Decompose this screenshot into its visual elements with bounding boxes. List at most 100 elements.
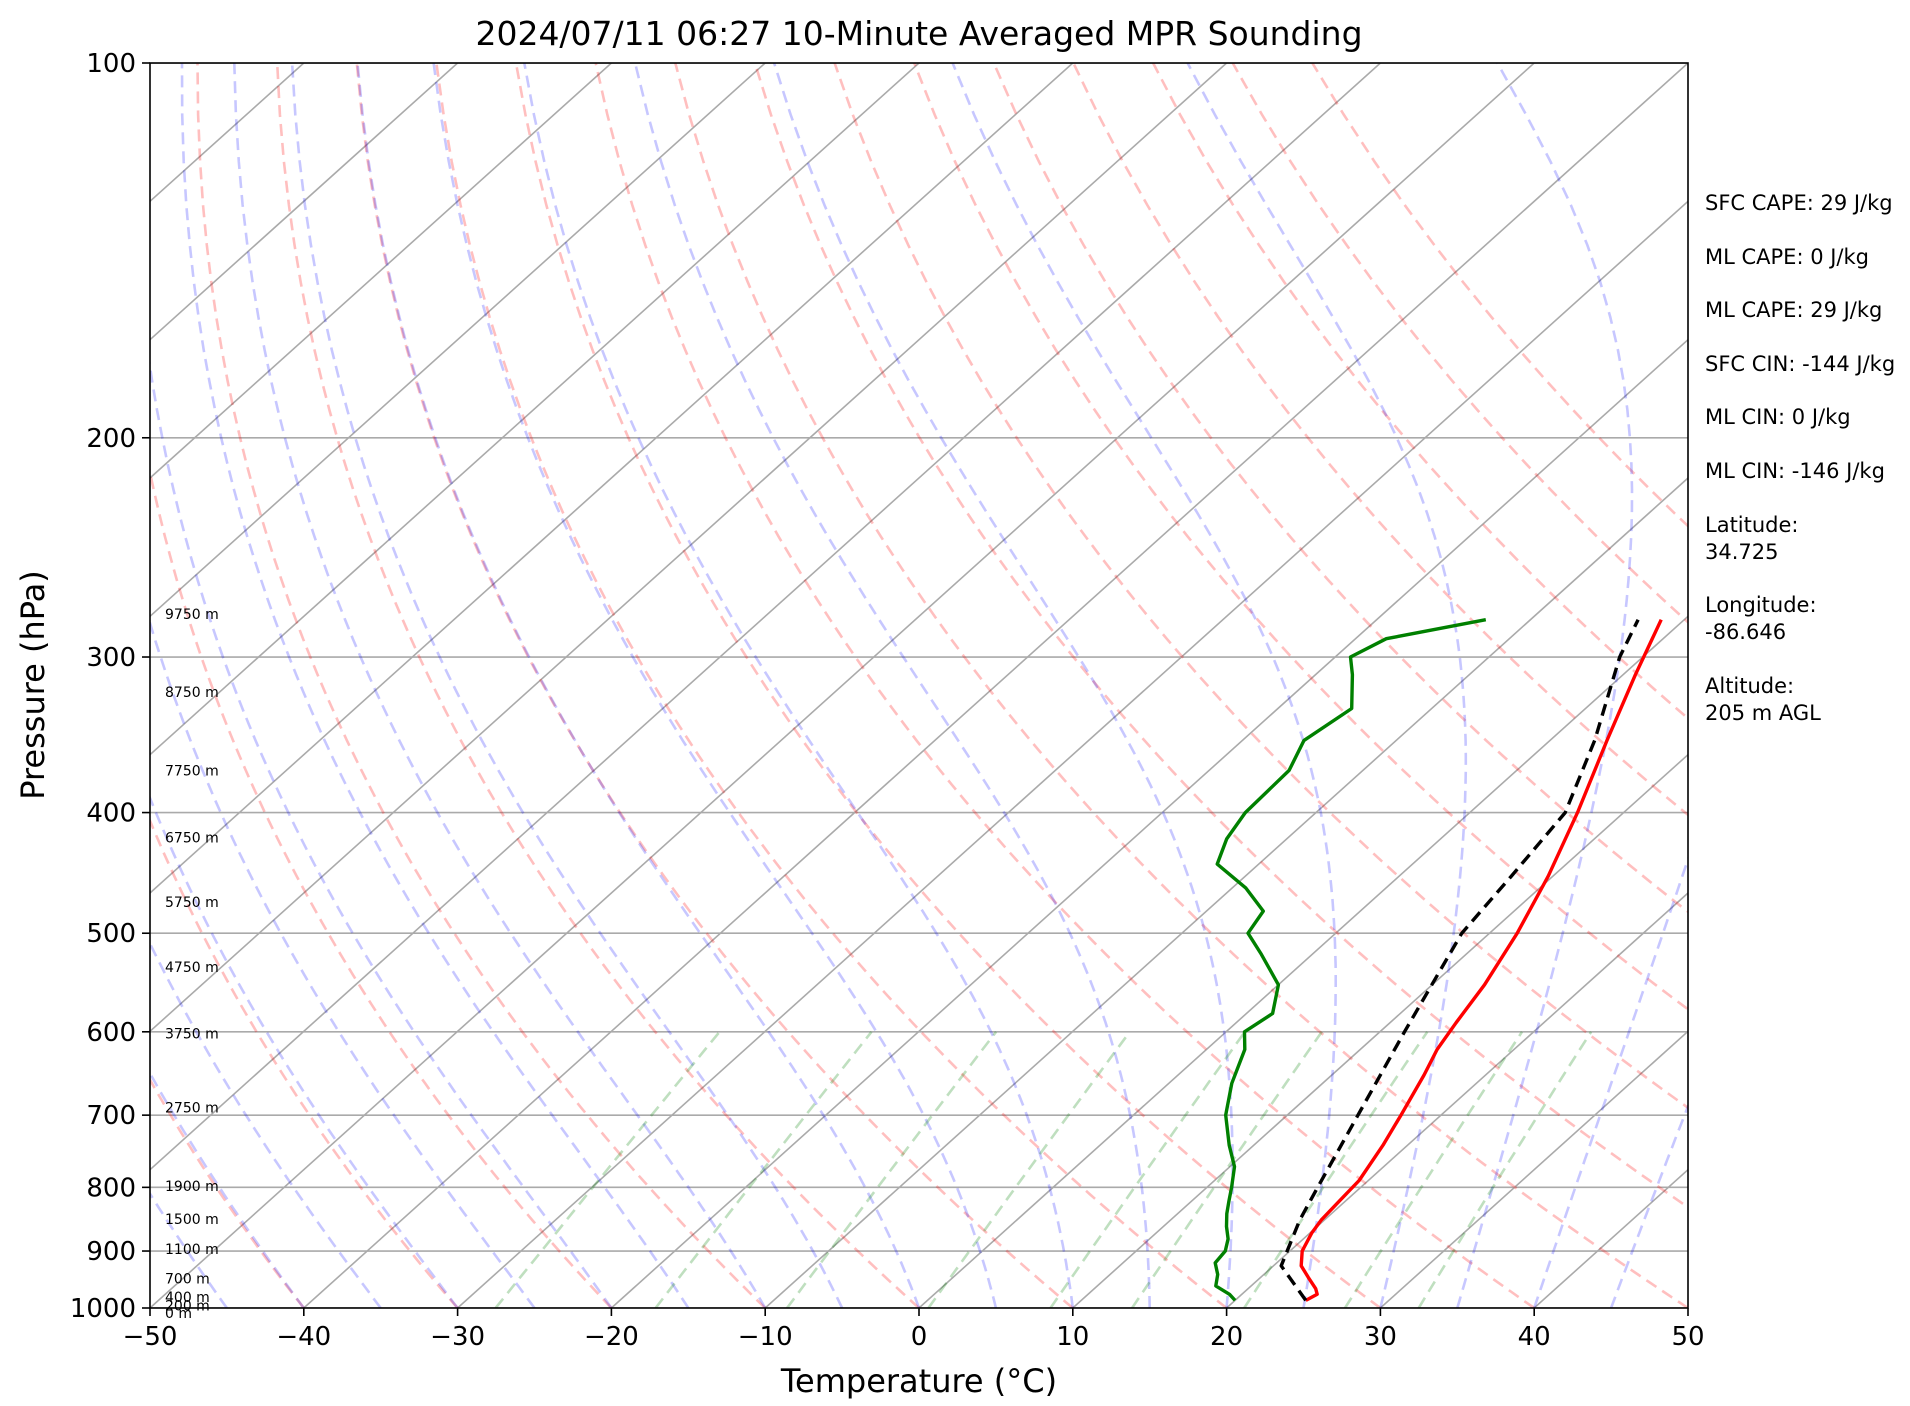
dry-adiabat [1151, 63, 1688, 721]
sounding-info-panel: SFC CAPE: 29 J/kg ML CAPE: 0 J/kg ML CAP… [1705, 191, 1895, 725]
ml-cape-text-2: ML CAPE: 29 J/kg [1705, 298, 1882, 322]
x-tick-label: 10 [1056, 1322, 1089, 1352]
mixing-ratio-line [1131, 1031, 1323, 1308]
isotherm-line [150, 63, 612, 480]
moist-adiabat [150, 794, 459, 1308]
plot-area [149, 62, 1689, 1309]
y-axis-label: Pressure (hPa) [14, 570, 52, 800]
isotherm-line [1379, 1030, 1688, 1308]
moist-adiabat [1456, 63, 1634, 1308]
x-tick-label: 20 [1210, 1322, 1243, 1352]
isotherm-line [150, 63, 459, 341]
height-label: 1100 m [165, 1242, 219, 1258]
parcel-path [1279, 618, 1640, 1302]
mixing-ratio-line [1049, 1031, 1246, 1308]
longitude-value: -86.646 [1705, 620, 1786, 644]
dry-adiabat [912, 63, 1688, 1011]
moist-adiabat [180, 63, 690, 1308]
y-tick-label: 900 [86, 1237, 136, 1267]
y-tick-label: 800 [86, 1173, 136, 1203]
x-tick-label: 50 [1671, 1322, 1704, 1352]
isotherm-line [150, 63, 1381, 1171]
dry-adiabat [833, 63, 1688, 1110]
isotherm-line [150, 63, 766, 618]
longitude-label: Longitude: [1705, 593, 1817, 617]
height-label: 5750 m [165, 895, 219, 911]
height-label: 7750 m [165, 763, 219, 779]
moist-adiabat [290, 63, 844, 1308]
x-tick-label: −30 [430, 1322, 485, 1352]
x-axis-label: Temperature (°C) [780, 1362, 1057, 1400]
moist-adiabat [432, 63, 998, 1308]
x-tick-label: −10 [738, 1322, 793, 1352]
isotherm-line [610, 338, 1688, 1308]
mixing-ratio-line [1343, 1031, 1524, 1308]
sounding-profiles [1213, 618, 1663, 1302]
height-label: 1500 m [165, 1212, 219, 1228]
isotherm-line [457, 200, 1688, 1308]
moist-adiabat [233, 63, 767, 1308]
dry-adiabat [150, 466, 613, 1308]
dry-adiabat [674, 63, 1688, 1308]
latitude-label: Latitude: [1705, 513, 1799, 537]
height-label: 9750 m [165, 607, 219, 623]
latitude-value: 34.725 [1705, 540, 1778, 564]
height-label: 200 m [165, 1298, 210, 1314]
ml-cin-text: ML CIN: 0 J/kg [1705, 405, 1851, 429]
background-reference-lines [150, 63, 1688, 1308]
mixing-ratio-line [494, 1030, 721, 1308]
mixing-ratio-line [927, 1031, 1131, 1308]
isotherm-line [918, 615, 1688, 1308]
height-label: 6750 m [165, 831, 219, 847]
height-label: 3750 m [165, 1027, 219, 1043]
altitude-value: 205 m AGL [1705, 701, 1821, 725]
mixing-ratio-line [785, 1031, 998, 1308]
height-labels: 9750 m 8750 m 7750 m 6750 m 5750 m 4750 m 3750… [165, 607, 219, 1322]
plot-background [150, 63, 1688, 1308]
chart-title: 2024/07/11 06:27 10-Minute Averaged MPR … [475, 14, 1362, 53]
mixing-ratio-line [654, 1030, 873, 1308]
isotherm-line [1072, 753, 1688, 1308]
ml-cape-text: ML CAPE: 0 J/kg [1705, 245, 1869, 269]
y-tick-label: 500 [86, 919, 136, 949]
y-tick-label: 1000 [70, 1294, 136, 1324]
x-tick-label: 0 [911, 1322, 928, 1352]
moist-adiabat [150, 940, 382, 1308]
height-label: 2750 m [165, 1100, 219, 1116]
isotherm-line [1226, 891, 1688, 1308]
height-label: 1900 m [165, 1179, 219, 1195]
moist-adiabat [951, 63, 1337, 1308]
height-label: 4750 m [165, 960, 219, 976]
dry-adiabat [435, 63, 1228, 1308]
isotherm-line [150, 63, 1228, 1033]
moist-adiabat [633, 63, 1151, 1308]
x-tick-label: −20 [584, 1322, 639, 1352]
y-tick-label: 300 [86, 643, 136, 673]
moist-adiabat [523, 63, 1075, 1308]
x-tick-label: −40 [276, 1322, 331, 1352]
dry-adiabat [196, 63, 767, 1308]
temperature-profile [1299, 618, 1663, 1302]
y-tick-label: 600 [86, 1018, 136, 1048]
x-tick-label: 40 [1518, 1322, 1551, 1352]
moist-adiabat [356, 63, 921, 1308]
mixing-ratio-line [1243, 1031, 1429, 1308]
moist-adiabat [772, 63, 1234, 1308]
height-label: 400 m [165, 1290, 210, 1306]
height-label: 8750 m [165, 685, 219, 701]
ml-cin-text-2: ML CIN: -146 J/kg [1705, 459, 1885, 483]
isotherm-line [303, 63, 1688, 1308]
x-tick-label: 30 [1364, 1322, 1397, 1352]
y-tick-label: 700 [86, 1101, 136, 1131]
dry-adiabat [1231, 63, 1688, 624]
moist-adiabat [150, 1191, 228, 1308]
height-label: 0 m [165, 1306, 192, 1322]
dry-adiabat [275, 63, 920, 1308]
sfc-cin-text: SFC CIN: -144 J/kg [1705, 352, 1895, 376]
x-tick-label: −50 [123, 1322, 178, 1352]
sfc-cape-text: SFC CAPE: 29 J/kg [1705, 191, 1893, 215]
x-axis-ticks: −50 −40 −30 −20 −10 0 10 20 30 40 50 [123, 1308, 1705, 1352]
y-tick-label: 200 [86, 424, 136, 454]
dewpoint-profile [1213, 618, 1487, 1302]
